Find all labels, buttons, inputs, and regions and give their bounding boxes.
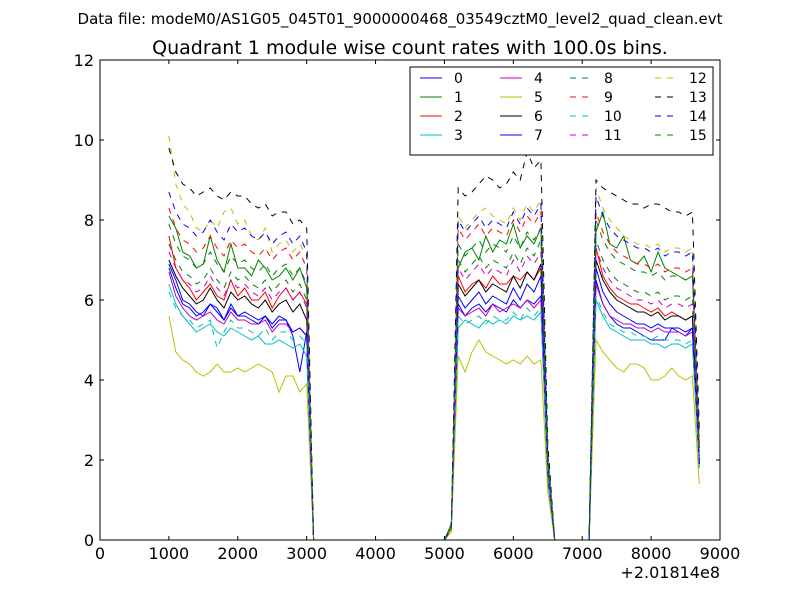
x-tick-label: 6000 <box>493 544 534 563</box>
legend-label-5: 5 <box>534 90 543 106</box>
legend-label-1: 1 <box>454 90 463 106</box>
x-tick-label: 0 <box>95 544 105 563</box>
legend-frame <box>409 66 714 156</box>
legend-label-14: 14 <box>689 109 707 125</box>
legend-label-10: 10 <box>604 109 622 125</box>
series-line-13 <box>168 147 700 541</box>
chart-title: Quadrant 1 module wise count rates with … <box>152 37 668 59</box>
series-line-15 <box>168 219 700 541</box>
series-line-8 <box>168 239 700 541</box>
y-tick-label: 12 <box>74 51 94 70</box>
x-tick-label: 5000 <box>424 544 465 563</box>
x-tick-label: 7000 <box>562 544 603 563</box>
legend-label-4: 4 <box>534 71 543 87</box>
plot-lines <box>168 135 700 541</box>
series-line-5 <box>168 315 700 541</box>
series-line-2 <box>168 235 700 541</box>
series-line-1 <box>168 210 700 541</box>
legend-label-12: 12 <box>689 71 707 87</box>
series-line-7 <box>168 267 700 541</box>
series-line-11 <box>168 247 700 541</box>
legend-label-9: 9 <box>604 90 613 106</box>
x-tick-label: 4000 <box>355 544 396 563</box>
legend-label-7: 7 <box>534 128 543 144</box>
series-line-12 <box>168 135 700 541</box>
series-line-14 <box>168 191 700 541</box>
x-tick-label: 1000 <box>149 544 190 563</box>
y-tick-label: 0 <box>84 531 94 550</box>
x-tick-label: 8000 <box>631 544 672 563</box>
y-tick-label: 6 <box>84 291 94 310</box>
legend-label-8: 8 <box>604 71 613 87</box>
x-offset-label: +2.01814e8 <box>620 563 720 582</box>
x-tick-label: 3000 <box>286 544 327 563</box>
legend-label-11: 11 <box>604 128 622 144</box>
legend-label-2: 2 <box>454 109 463 125</box>
y-tick-label: 2 <box>84 451 94 470</box>
series-line-10 <box>168 291 700 541</box>
series-line-4 <box>168 271 700 541</box>
legend-label-13: 13 <box>689 90 707 106</box>
series-line-9 <box>168 207 700 541</box>
x-tick-label: 2000 <box>217 544 258 563</box>
x-tick-label: 9000 <box>700 544 741 563</box>
y-tick-label: 10 <box>74 131 94 150</box>
series-line-0 <box>168 263 700 541</box>
series-line-6 <box>168 259 700 541</box>
figure-suptitle: Data file: modeM0/AS1G05_045T01_90000004… <box>78 10 723 29</box>
legend-label-3: 3 <box>454 128 463 144</box>
legend-label-15: 15 <box>689 128 707 144</box>
legend-label-0: 0 <box>454 71 463 87</box>
legend-label-6: 6 <box>534 109 543 125</box>
y-tick-label: 8 <box>84 211 94 230</box>
x-axis-ticks: 0 1000 2000 3000 4000 5000 6000 7000 8000 9000 <box>95 60 740 563</box>
y-tick-label: 4 <box>84 371 94 390</box>
